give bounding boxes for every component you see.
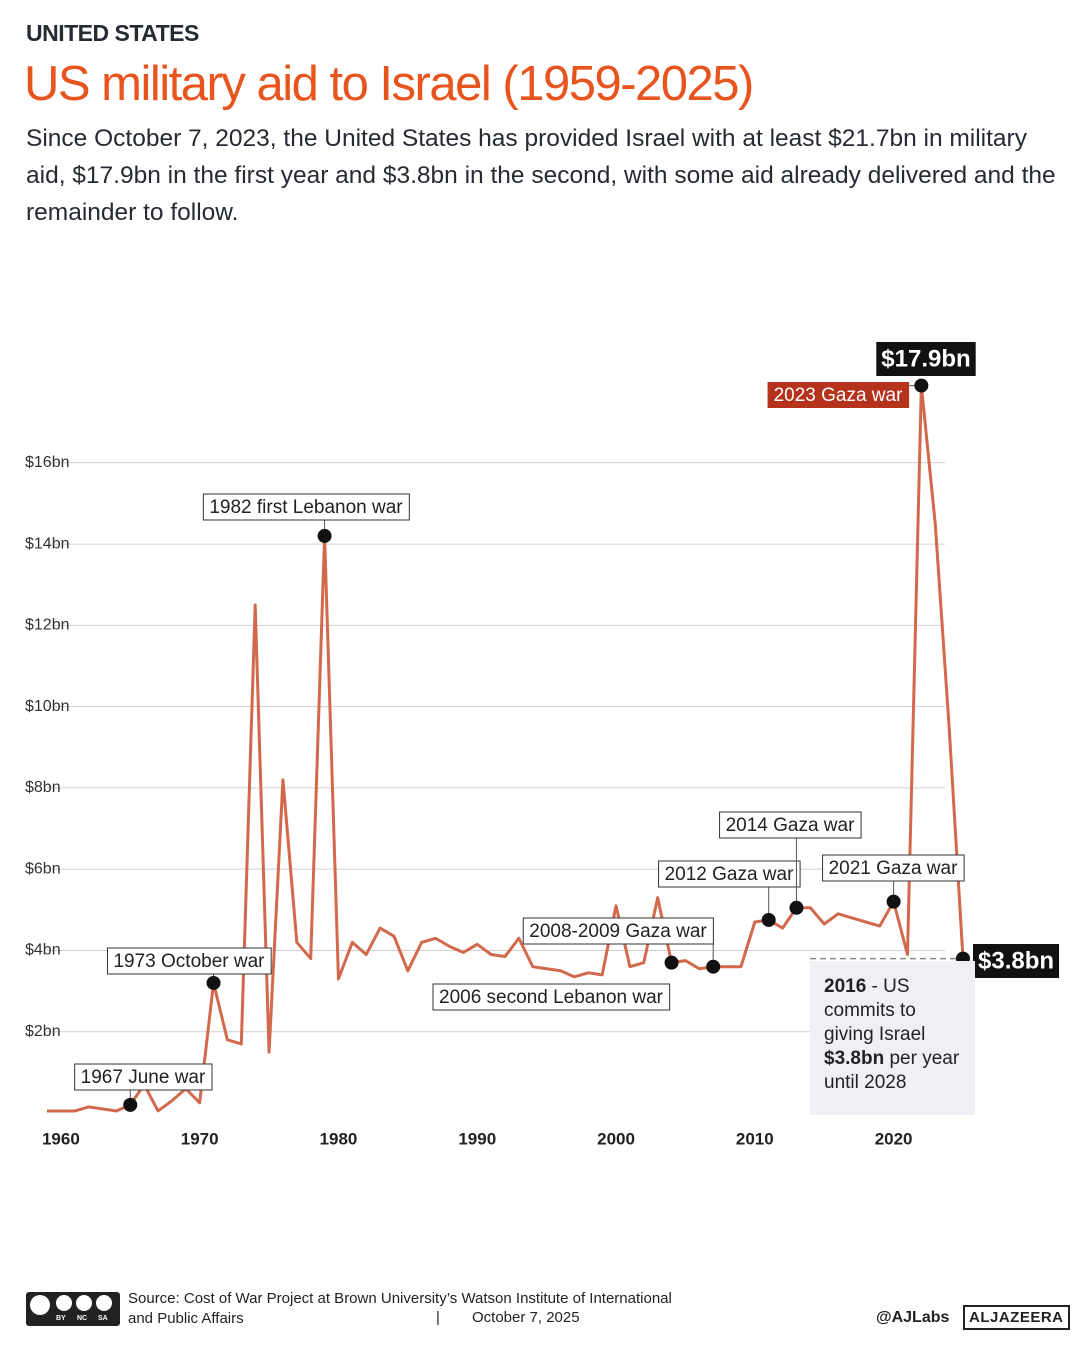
- x-tick-label: 1990: [458, 1129, 496, 1148]
- annotation-box: [767, 382, 910, 408]
- subtitle: Since October 7, 2023, the United States…: [26, 125, 1056, 226]
- cc-icon: [96, 1295, 112, 1311]
- annotation-label: 2021 Gaza war: [829, 858, 959, 879]
- y-tick-label: $10bn: [25, 698, 70, 715]
- cc-icons: [30, 1295, 112, 1315]
- y-tick-label: $12bn: [25, 617, 70, 634]
- annotation-box: [432, 983, 671, 1011]
- x-tick-label: 2020: [875, 1129, 913, 1148]
- callout-box: [876, 342, 976, 376]
- point: [706, 959, 721, 974]
- brand: ALJAZEERA: [963, 1305, 1070, 1330]
- note-year: 2016: [824, 976, 867, 997]
- y-tick-label: $4bn: [25, 942, 61, 959]
- source: Source: Cost of War Project at Brown Uni…: [128, 1290, 672, 1327]
- point: [914, 378, 929, 393]
- note-amount: $3.8bn: [824, 1048, 885, 1069]
- handle: @AJLabs: [876, 1309, 950, 1326]
- annotation-box: [106, 947, 272, 975]
- annotation-box: [719, 811, 862, 839]
- point: [123, 1097, 138, 1112]
- point: [317, 528, 332, 543]
- annotation-label: 2006 second Lebanon war: [439, 987, 664, 1008]
- cc-icon: [30, 1295, 50, 1315]
- callout-label: $3.8bn: [978, 947, 1054, 974]
- cc-license: BY NC SA: [26, 1292, 120, 1326]
- callout-label: $17.9bn: [881, 345, 970, 372]
- annotation-label: 1973 October war: [113, 951, 265, 972]
- x-tick-label: 1980: [320, 1129, 358, 1148]
- note: 2016 - US commits to giving Israel $3.8b…: [810, 961, 975, 1115]
- annotation-box: [522, 917, 714, 945]
- title: US military aid to Israel (1959-2025): [24, 57, 754, 111]
- annotation-label: 1967 June war: [81, 1067, 206, 1088]
- annotation-box: [202, 493, 410, 521]
- y-tick-label: $8bn: [25, 779, 61, 796]
- annotation-label: 1982 first Lebanon war: [209, 497, 403, 518]
- cc-icon: [56, 1295, 72, 1311]
- x-tick-label: 2000: [597, 1129, 635, 1148]
- y-tick-label: $14bn: [25, 535, 70, 552]
- point: [886, 894, 901, 909]
- data-line: [47, 384, 965, 1113]
- annotation-label: 2023 Gaza war: [774, 385, 904, 406]
- cc-label: BY: [56, 1315, 66, 1322]
- note-text: - US commits to giving Israel: [824, 976, 926, 1045]
- note-text: per year until 2028: [824, 1048, 960, 1093]
- kicker: UNITED STATES: [26, 20, 199, 46]
- point: [664, 955, 679, 970]
- date: October 7, 2025: [472, 1309, 580, 1326]
- y-tick-label: $6bn: [25, 860, 61, 877]
- point: [761, 912, 776, 927]
- y-tick-label: $2bn: [25, 1023, 61, 1040]
- annotation-box: [74, 1063, 213, 1091]
- annotation-box: [658, 860, 801, 888]
- cc-label: SA: [98, 1315, 108, 1322]
- annotation-label: 2008-2009 Gaza war: [529, 921, 707, 942]
- annotation-box: [822, 854, 965, 882]
- annotation-label: 2014 Gaza war: [726, 815, 856, 836]
- cc-icon: [76, 1295, 92, 1311]
- x-tick-label: 2010: [736, 1129, 774, 1148]
- annotation-label: 2012 Gaza war: [665, 864, 795, 885]
- point: [789, 900, 804, 915]
- cc-label: NC: [77, 1315, 88, 1322]
- separator: |: [436, 1309, 440, 1326]
- y-tick-label: $16bn: [25, 454, 70, 471]
- x-tick-label: 1970: [181, 1129, 219, 1148]
- callout-box: [973, 944, 1060, 978]
- point: [206, 975, 221, 990]
- x-tick-label: 1960: [42, 1129, 80, 1148]
